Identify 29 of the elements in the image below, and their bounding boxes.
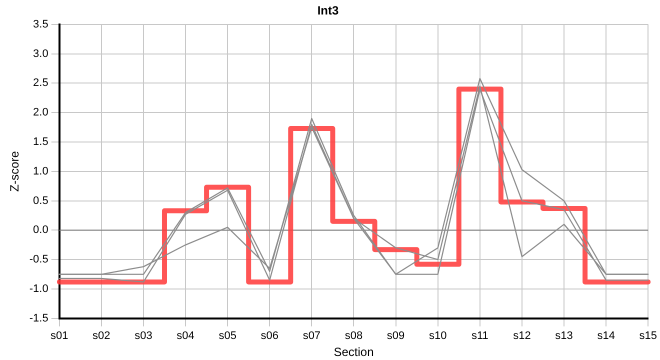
x-tick-label: s05 [218,330,236,342]
y-tick-label: 1.0 [33,165,48,178]
y-tick-label: 0.5 [33,194,48,207]
y-tick-label: -1.0 [29,283,48,296]
y-tick-label: -1.5 [29,312,48,324]
x-tick-label: s04 [176,330,194,342]
x-tick-label: s07 [302,330,321,342]
x-tick-label: s02 [92,330,110,342]
x-axis-title: Section [334,345,374,360]
x-tick-label: s01 [50,330,68,342]
y-tick-label: 0.0 [33,224,48,236]
y-tick-label: 2.5 [33,77,48,90]
y-tick-label: 3.0 [33,48,48,60]
x-tick-label: s10 [428,330,447,342]
y-tick-label: 3.5 [33,18,48,30]
x-tick-label: s03 [134,330,152,342]
x-tick-label: s13 [555,330,573,342]
x-tick-label: s09 [386,330,405,342]
x-tick-label: s06 [260,330,279,342]
y-tick-label: -0.5 [29,254,48,266]
chart-title: Int3 [317,4,339,18]
y-tick-label: 2.0 [33,106,48,119]
x-tick-label: s15 [639,330,658,342]
x-tick-label: s14 [597,330,615,342]
x-tick-label: s08 [344,330,363,342]
y-tick-label: 1.5 [33,136,48,148]
x-tick-label: s11 [471,330,488,342]
y-axis-title: Z-score [8,150,22,192]
x-tick-label: s12 [513,330,531,342]
